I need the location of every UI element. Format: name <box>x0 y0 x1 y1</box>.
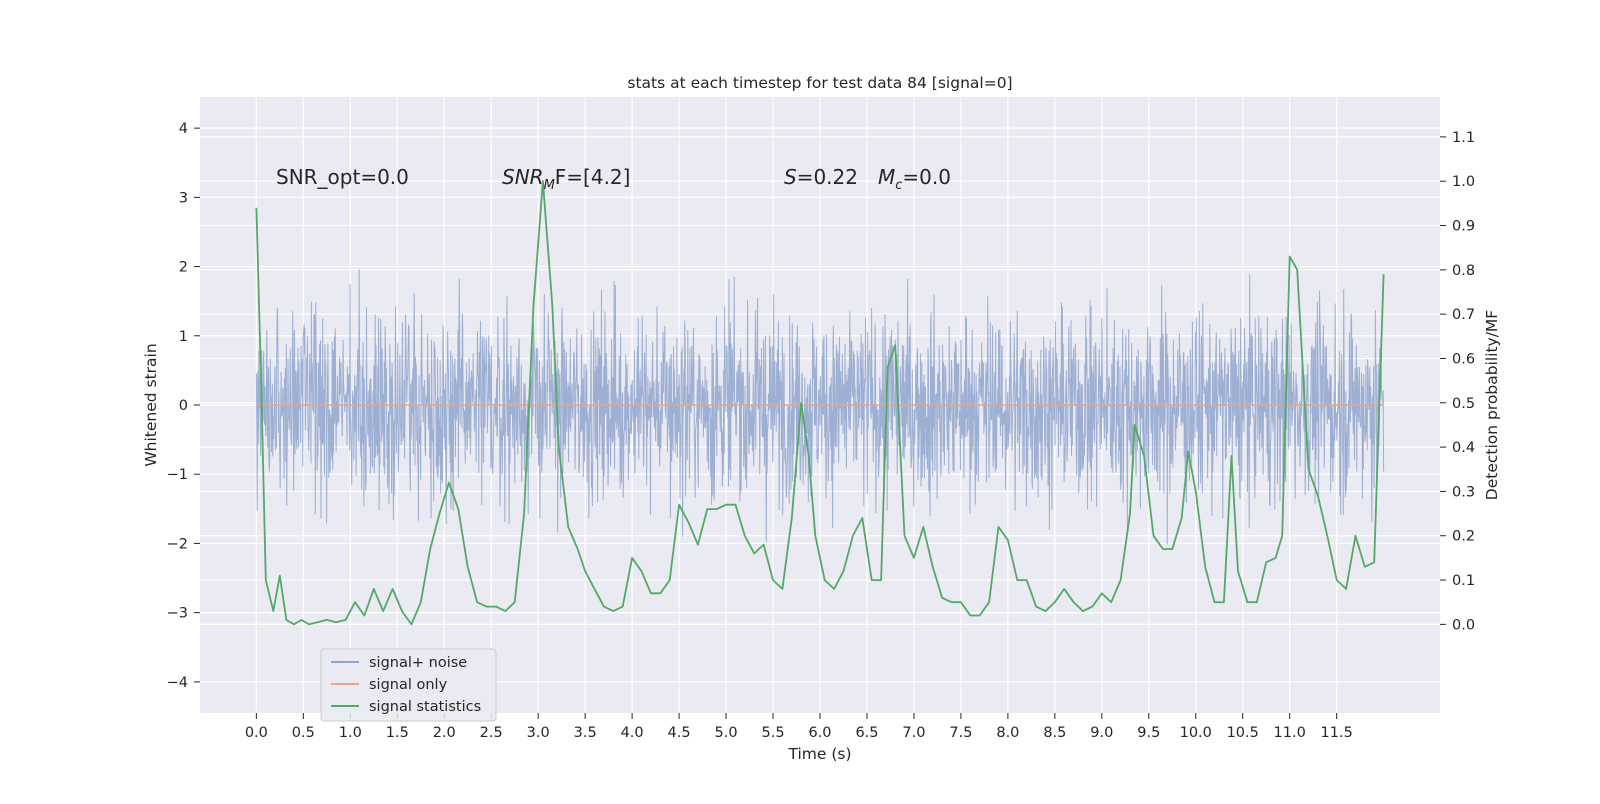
chart-title: stats at each timestep for test data 84 … <box>627 74 1012 92</box>
y-tick-label: −1 <box>167 467 188 483</box>
x-tick-label: 4.5 <box>668 725 691 741</box>
y-tick-label: 2 <box>179 260 188 276</box>
x-tick-label: 7.0 <box>902 725 925 741</box>
annotation-snr-opt: SNR_opt=0.0 <box>276 165 409 189</box>
y-tick-label: −4 <box>167 675 188 691</box>
y-right-tick-label: 0.1 <box>1452 573 1475 589</box>
y-right-tick-label: 0.0 <box>1452 617 1475 633</box>
legend-label-signal-only: signal only <box>369 677 448 693</box>
x-tick-label: 11.0 <box>1274 725 1306 741</box>
x-tick-label: 0.5 <box>292 725 315 741</box>
y-right-axis-ticks: 1.1 1.0 0.9 0.8 0.7 0.6 0.5 0.4 0.3 0.2 0.1 0.0 <box>1440 130 1475 633</box>
y-right-tick-label: 0.2 <box>1452 529 1475 545</box>
x-tick-label: 0.0 <box>245 725 268 741</box>
x-tick-label: 10.0 <box>1180 725 1212 741</box>
legend-box <box>320 648 497 722</box>
x-tick-label: 8.0 <box>996 725 1019 741</box>
line-signal-noise <box>255 268 1385 545</box>
annotation-mc-value: Mc=0.0 <box>878 165 951 193</box>
x-tick-label: 7.5 <box>949 725 972 741</box>
x-tick-label: 8.5 <box>1043 725 1066 741</box>
y-tick-label: 4 <box>179 121 188 137</box>
y-right-tick-label: 0.5 <box>1452 396 1475 412</box>
x-axis-ticks: 0.0 0.5 1.0 1.5 2.0 2.5 3.0 3.5 4.0 4.5 5.0 5.5 6.0 6… <box>245 713 1353 741</box>
x-tick-label: 3.5 <box>574 725 597 741</box>
y-tick-label: 0 <box>179 398 188 414</box>
x-tick-label: 10.5 <box>1227 725 1259 741</box>
y-right-tick-label: 0.7 <box>1452 307 1475 323</box>
legend: signal+ noise signal only signal statist… <box>320 648 497 722</box>
x-tick-label: 2.5 <box>480 725 503 741</box>
y-tick-label: 1 <box>179 329 188 345</box>
y-right-tick-label: 1.0 <box>1452 174 1475 190</box>
line-signal-statistics <box>255 180 1385 626</box>
x-tick-label: 3.0 <box>527 725 550 741</box>
y-tick-label: −3 <box>167 606 188 622</box>
x-tick-label: 9.0 <box>1090 725 1113 741</box>
y-axis-label: Whitened strain <box>142 343 160 466</box>
series-signal-noise <box>255 268 1385 545</box>
annotations: SNR_opt=0.0 SNRMF=[4.2] S=0.22 Mc=0.0 <box>276 165 951 193</box>
y-right-axis-label: Detection probability/MF <box>1483 310 1501 501</box>
series-signal-statistics <box>255 180 1385 626</box>
legend-label-signal-noise: signal+ noise <box>369 655 467 671</box>
y-right-tick-label: 0.9 <box>1452 219 1475 235</box>
annotation-snr-mf: SNRMF=[4.2] <box>502 165 630 193</box>
x-tick-label: 9.5 <box>1137 725 1160 741</box>
y-right-tick-label: 0.4 <box>1452 440 1475 456</box>
y-right-tick-label: 1.1 <box>1452 130 1475 146</box>
x-axis-label: Time (s) <box>787 745 851 763</box>
y-right-tick-label: 0.6 <box>1452 351 1475 367</box>
x-tick-label: 11.5 <box>1321 725 1353 741</box>
x-tick-label: 4.0 <box>621 725 644 741</box>
x-tick-label: 2.0 <box>433 725 456 741</box>
x-tick-label: 1.0 <box>339 725 362 741</box>
y-tick-label: 3 <box>179 190 188 206</box>
y-right-tick-label: 0.3 <box>1452 484 1475 500</box>
x-tick-label: 6.0 <box>808 725 831 741</box>
legend-label-signal-statistics: signal statistics <box>369 699 481 715</box>
annotation-s-value: S=0.22 <box>784 165 858 189</box>
y-axis-ticks: 4 3 2 1 0 −1 −2 −3 −4 <box>167 121 200 691</box>
x-tick-label: 1.5 <box>386 725 409 741</box>
y-tick-label: −2 <box>167 536 188 552</box>
x-tick-label: 5.5 <box>761 725 784 741</box>
x-tick-label: 5.0 <box>715 725 738 741</box>
x-tick-label: 6.5 <box>855 725 878 741</box>
y-right-tick-label: 0.8 <box>1452 263 1475 279</box>
